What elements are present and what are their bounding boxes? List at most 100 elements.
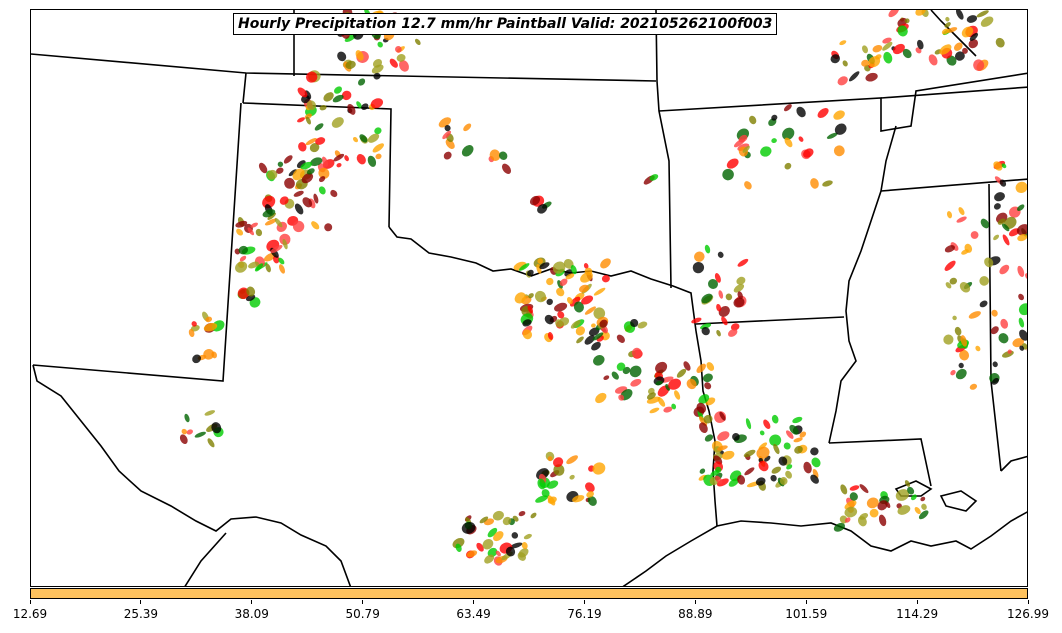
precip-blob — [868, 56, 881, 68]
precip-blob — [704, 244, 711, 254]
precip-blob — [844, 517, 851, 523]
precip-blob — [714, 273, 721, 283]
precip-blob — [946, 27, 958, 33]
precip-blob — [719, 411, 726, 421]
precip-blob — [798, 136, 804, 142]
boundary-co-nm-corner — [242, 72, 247, 104]
boundary-red-river — [388, 226, 697, 332]
precip-blob — [279, 233, 291, 245]
precip-blob — [371, 64, 384, 74]
precip-blob — [476, 542, 484, 552]
precip-blob — [211, 422, 222, 434]
precip-blob — [869, 508, 879, 518]
precip-blob — [502, 516, 512, 526]
precip-blob — [657, 397, 666, 407]
precip-blob — [769, 434, 782, 447]
precip-blob — [961, 249, 969, 255]
precip-blob — [581, 295, 594, 305]
precip-blob — [347, 103, 356, 115]
precip-blob — [630, 378, 642, 387]
precip-blob — [616, 334, 625, 343]
precip-blob — [969, 383, 978, 390]
precip-blob — [284, 177, 295, 189]
precip-blob — [892, 43, 905, 55]
precip-blob — [810, 474, 819, 484]
precip-blob — [297, 87, 308, 98]
precip-blob — [995, 37, 1005, 48]
precip-blob — [591, 341, 601, 351]
precip-blob — [749, 115, 757, 125]
precip-blob — [944, 22, 951, 28]
precip-blob — [355, 50, 364, 61]
precip-blob — [557, 311, 565, 319]
precip-blob — [742, 145, 750, 153]
precip-blob — [616, 362, 626, 371]
precip-blob — [305, 138, 317, 146]
precip-blob — [849, 485, 860, 491]
precip-blob — [997, 218, 1006, 225]
precip-blob — [505, 546, 516, 557]
precip-blob — [300, 161, 313, 170]
precip-blob — [570, 264, 577, 275]
precip-blob — [194, 431, 206, 438]
precip-blob — [537, 258, 543, 264]
precip-blob — [583, 263, 589, 269]
precip-blob — [336, 163, 342, 168]
precip-blob — [586, 491, 594, 498]
precip-blob — [361, 103, 369, 111]
precip-blob — [794, 445, 803, 454]
precip-blob — [534, 290, 547, 303]
precip-blob — [716, 445, 728, 451]
precip-blob — [968, 39, 979, 49]
precip-blob — [839, 40, 847, 46]
precip-blob — [314, 123, 324, 131]
colorbar-tick — [473, 600, 475, 604]
precip-blob — [600, 258, 611, 269]
precip-blob — [1001, 223, 1010, 232]
precip-blob — [826, 132, 838, 139]
precip-blob — [944, 260, 956, 271]
precip-blob — [725, 293, 733, 301]
precip-blob — [595, 392, 607, 404]
precip-blob — [321, 156, 329, 167]
precip-blob — [544, 314, 554, 325]
precip-blob — [949, 277, 958, 285]
precip-blob — [1016, 224, 1027, 236]
precip-blob — [489, 149, 501, 161]
precip-blob — [959, 282, 971, 293]
precip-blob — [521, 542, 528, 550]
precip-blob — [962, 47, 968, 54]
precip-blob — [722, 168, 734, 181]
precip-blob — [694, 251, 705, 262]
precip-blob — [344, 155, 349, 162]
precip-blob — [356, 154, 366, 165]
precip-blob — [811, 457, 821, 468]
precip-blob — [954, 51, 965, 61]
precip-blob — [1015, 181, 1027, 193]
precip-blob — [803, 461, 812, 474]
map-title: Hourly Precipitation 12.7 mm/hr Paintbal… — [233, 13, 778, 35]
precip-blob — [778, 456, 788, 466]
precip-blob — [915, 10, 926, 16]
boundary-new-mexico — [32, 102, 242, 382]
precip-blob — [463, 123, 472, 132]
precip-paintballs — [179, 10, 1027, 566]
precip-blob — [771, 466, 782, 474]
precip-blob — [455, 543, 462, 552]
precip-blob — [248, 261, 259, 269]
precip-blob — [352, 136, 359, 143]
precip-blob — [255, 228, 263, 237]
precip-blob — [706, 362, 715, 371]
precip-blob — [274, 217, 283, 228]
precip-blob — [717, 478, 729, 487]
precip-blob — [539, 262, 550, 270]
precip-blob — [301, 173, 314, 184]
precip-blob — [953, 42, 963, 51]
precip-blob — [859, 484, 869, 494]
precip-blob — [495, 550, 501, 557]
precip-blob — [356, 101, 362, 109]
precip-blob — [276, 167, 284, 174]
precip-blob — [736, 276, 746, 285]
precip-blob — [262, 195, 276, 209]
precip-blob — [554, 302, 568, 312]
